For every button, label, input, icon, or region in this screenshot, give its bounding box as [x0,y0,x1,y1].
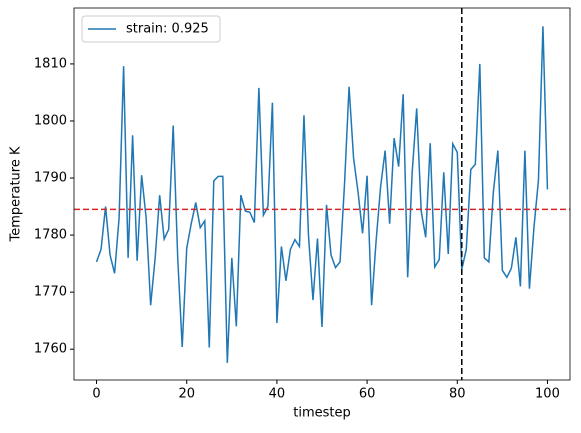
legend-label: strain: 0.925 [126,22,209,37]
x-tick-label: 0 [92,387,100,402]
x-axis-label: timestep [293,406,351,421]
y-tick-label: 1810 [34,56,67,71]
y-tick-label: 1800 [34,113,67,128]
legend-box [81,15,221,43]
plot-frame [73,7,571,381]
y-tick-label: 1790 [34,171,67,186]
x-tick-label: 20 [178,387,195,402]
y-tick-label: 1780 [34,228,67,243]
y-tick-label: 1760 [34,342,67,357]
y-axis-label: Temperature K [9,146,24,242]
x-tick-label: 100 [535,387,560,402]
x-tick-label: 60 [359,387,376,402]
x-tick-label: 80 [449,387,466,402]
data-line [95,26,549,363]
y-tick-label: 1770 [34,285,67,300]
x-tick-label: 40 [269,387,286,402]
